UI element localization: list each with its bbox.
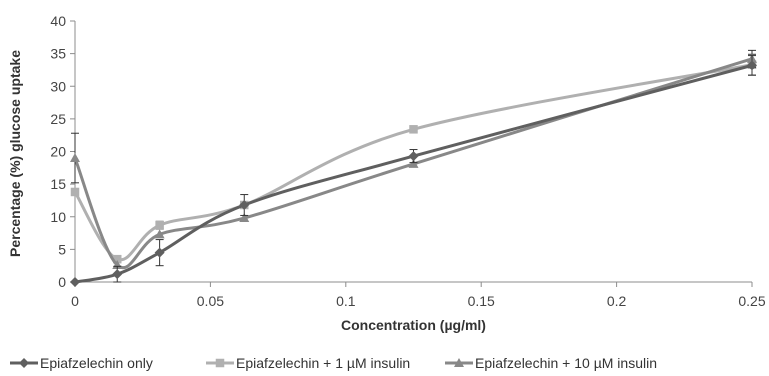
data-point: [112, 269, 123, 280]
legend-marker: [19, 358, 29, 368]
legend-item: Epiafzelechin + 1 µM insulin: [206, 355, 410, 371]
y-tick-label: 20: [50, 144, 66, 160]
legend-marker: [454, 358, 464, 367]
legend: Epiafzelechin only Epiafzelechin + 1 µM i…: [10, 355, 657, 371]
data-point: [70, 277, 80, 287]
y-tick-label: 10: [50, 209, 66, 225]
data-point: [747, 60, 757, 71]
series-line: [74, 63, 753, 284]
data-point: [154, 247, 165, 258]
y-tick-label: 35: [50, 46, 66, 62]
data-point: [155, 220, 164, 230]
x-tick-label: 0.1: [336, 293, 356, 309]
data-point: [239, 200, 250, 211]
x-tick-label: 0.2: [607, 293, 627, 309]
series-1: [70, 55, 757, 287]
legend-item: Epiafzelechin only: [10, 355, 153, 371]
data-point: [112, 254, 122, 264]
x-axis-title: Concentration (µg/ml): [341, 317, 486, 333]
y-tick-label: 5: [58, 241, 66, 257]
legend-item: Epiafzelechin + 10 µM insulin: [445, 355, 657, 371]
y-tick-label: 40: [50, 13, 66, 29]
legend-label: Epiafzelechin + 1 µM insulin: [236, 355, 410, 371]
x-tick-label: 0.25: [738, 293, 765, 309]
data-point: [408, 151, 419, 162]
y-tick-label: 30: [50, 78, 66, 94]
x-tick-label: 0: [71, 293, 79, 309]
y-axis-title: Percentage (%) glucose uptake: [7, 50, 23, 257]
x-tick-label: 0.05: [197, 293, 224, 309]
series-layer: [70, 49, 757, 287]
y-tick-label: 0: [58, 274, 66, 290]
data-point: [409, 125, 418, 134]
data-point: [239, 213, 250, 223]
y-tick-label: 25: [50, 111, 66, 127]
data-point: [154, 229, 165, 239]
legend-marker: [215, 358, 225, 368]
axes: 0 5 10 15 20 25 30 35 40 0 0.05 0.1 0.15 0.2 0.25: [50, 13, 765, 309]
data-point: [70, 187, 80, 197]
legend-label: Epiafzelechin only: [40, 355, 153, 371]
x-tick-label: 0.15: [468, 293, 495, 309]
legend-label: Epiafzelechin + 10 µM insulin: [475, 355, 657, 371]
data-point: [408, 158, 419, 168]
data-point: [70, 153, 80, 163]
y-tick-label: 15: [50, 176, 66, 192]
